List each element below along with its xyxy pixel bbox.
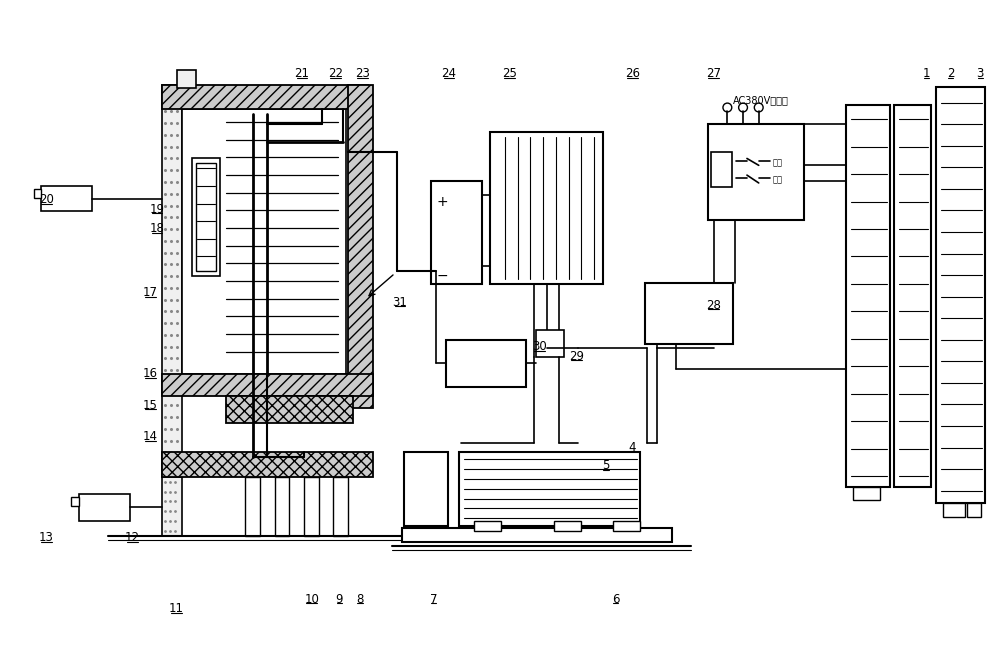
Text: 4: 4 <box>629 441 636 454</box>
Text: 17: 17 <box>143 286 158 299</box>
Text: 9: 9 <box>336 592 343 605</box>
Bar <box>536 330 564 358</box>
Text: 19: 19 <box>150 203 164 216</box>
Text: 1: 1 <box>923 68 930 80</box>
Bar <box>967 503 981 517</box>
Bar <box>79 493 130 521</box>
Text: 20: 20 <box>39 193 54 206</box>
Bar <box>71 497 79 506</box>
Bar <box>894 104 931 487</box>
Bar <box>404 453 448 526</box>
Bar <box>459 453 640 526</box>
Text: 3: 3 <box>977 68 984 80</box>
Text: 5: 5 <box>602 459 610 472</box>
Bar <box>275 477 289 536</box>
Text: 16: 16 <box>143 367 158 380</box>
Text: 26: 26 <box>625 68 640 80</box>
Text: 6: 6 <box>612 592 619 605</box>
Bar <box>711 152 732 187</box>
Text: 21: 21 <box>295 68 310 80</box>
Bar <box>846 104 890 487</box>
Bar <box>348 379 373 408</box>
Text: 15: 15 <box>143 399 158 411</box>
Text: 11: 11 <box>169 602 184 615</box>
Bar <box>431 181 482 284</box>
Bar <box>245 477 260 536</box>
Text: 18: 18 <box>150 222 164 235</box>
Text: 常开: 常开 <box>772 175 782 184</box>
Text: +: + <box>436 195 448 209</box>
Bar <box>554 521 581 531</box>
Bar <box>943 503 965 517</box>
Bar <box>224 114 341 369</box>
Bar <box>226 396 353 423</box>
Bar <box>196 163 216 271</box>
Text: AC380V（外）: AC380V（外） <box>733 94 789 105</box>
Text: 12: 12 <box>125 531 140 544</box>
Bar <box>162 477 182 536</box>
Text: 14: 14 <box>143 430 158 443</box>
Bar <box>162 85 368 110</box>
Text: −: − <box>436 269 448 283</box>
Text: 24: 24 <box>442 68 457 80</box>
Bar <box>162 453 373 477</box>
Text: 13: 13 <box>39 531 54 544</box>
Text: 23: 23 <box>355 68 370 80</box>
Bar <box>402 528 672 542</box>
Bar <box>613 521 640 531</box>
Bar <box>333 477 348 536</box>
Bar <box>182 110 346 374</box>
Bar <box>348 85 373 379</box>
Text: 2: 2 <box>947 68 955 80</box>
Bar <box>645 283 733 344</box>
Bar <box>304 477 319 536</box>
Bar <box>192 159 220 276</box>
Bar <box>162 374 373 396</box>
Bar <box>708 124 804 220</box>
Text: 29: 29 <box>569 350 584 363</box>
Text: 25: 25 <box>502 68 517 80</box>
Text: 常闭: 常闭 <box>772 159 782 167</box>
Text: 8: 8 <box>356 592 364 605</box>
Text: 22: 22 <box>328 68 343 80</box>
Text: 28: 28 <box>706 298 721 312</box>
Bar <box>177 70 196 88</box>
Bar <box>936 87 985 503</box>
Bar <box>490 132 603 284</box>
Bar <box>474 521 501 531</box>
Bar <box>41 186 92 211</box>
Text: 10: 10 <box>304 592 319 605</box>
Bar <box>34 189 41 197</box>
Bar <box>853 487 880 501</box>
Bar <box>446 340 526 387</box>
Bar <box>162 85 182 477</box>
Text: 30: 30 <box>532 340 547 353</box>
Text: 27: 27 <box>706 68 721 80</box>
Text: 31: 31 <box>393 296 407 309</box>
Text: 7: 7 <box>430 592 437 605</box>
